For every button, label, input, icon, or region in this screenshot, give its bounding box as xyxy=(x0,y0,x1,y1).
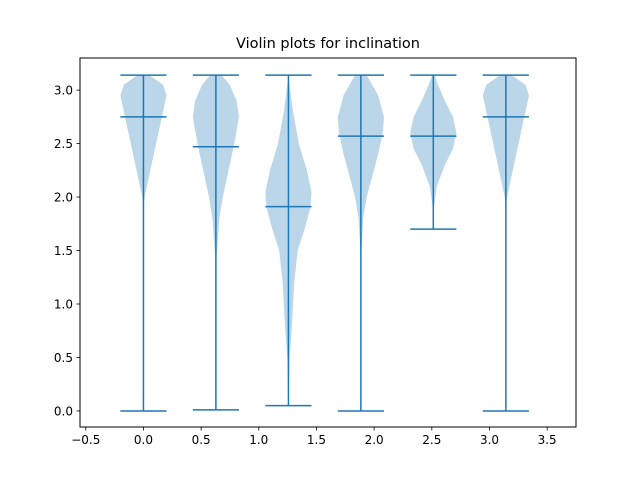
y-axis-ticks: 0.0 0.5 1.0 1.5 2.0 2.5 3.0 xyxy=(54,84,80,418)
x-tick-label: 1.0 xyxy=(249,433,268,447)
x-tick-label: 3.5 xyxy=(538,433,557,447)
y-tick-label: 2.0 xyxy=(54,191,73,205)
y-tick-label: 3.0 xyxy=(54,84,73,98)
x-tick-label: 0.0 xyxy=(134,433,153,447)
y-tick-label: 2.5 xyxy=(54,137,73,151)
x-tick-label: −0.5 xyxy=(71,433,100,447)
x-tick-label: 2.5 xyxy=(422,433,441,447)
y-tick-label: 0.5 xyxy=(54,351,73,365)
plot-frame xyxy=(79,57,577,428)
x-tick-label: 0.5 xyxy=(192,433,211,447)
x-tick-label: 1.5 xyxy=(307,433,326,447)
x-tick-label: 2.0 xyxy=(365,433,384,447)
x-axis-ticks: −0.5 0.0 0.5 1.0 1.5 2.0 2.5 3.0 3.5 xyxy=(71,427,557,447)
violins-group xyxy=(120,74,529,412)
x-tick-label: 3.0 xyxy=(480,433,499,447)
y-tick-label: 0.0 xyxy=(54,404,73,418)
y-tick-label: 1.5 xyxy=(54,244,73,258)
y-tick-label: 1.0 xyxy=(54,298,73,312)
chart-title: Violin plots for inclination xyxy=(236,36,420,52)
